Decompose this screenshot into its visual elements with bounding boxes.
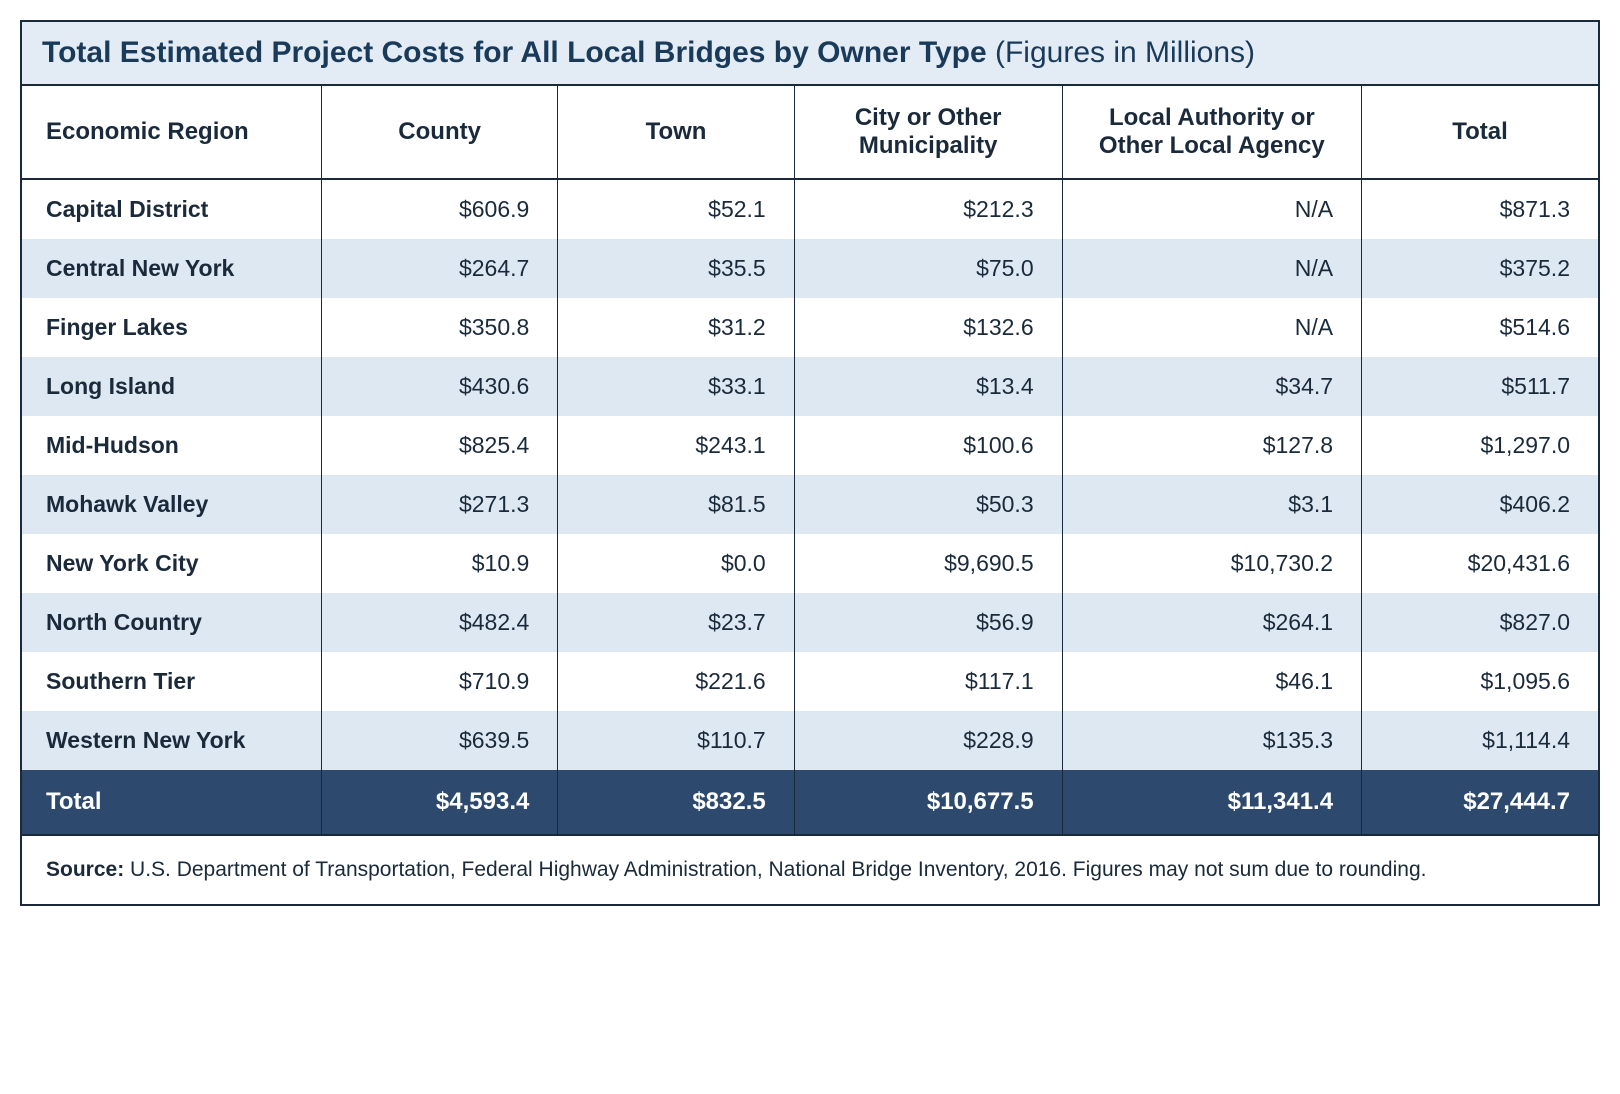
col-header-total: Total <box>1362 86 1598 179</box>
cell-town: $81.5 <box>558 475 794 534</box>
cell-county: $430.6 <box>321 357 557 416</box>
table-row: Southern Tier$710.9$221.6$117.1$46.1$1,0… <box>22 652 1598 711</box>
table-total-row: Total$4,593.4$832.5$10,677.5$11,341.4$27… <box>22 770 1598 834</box>
cell-city: $212.3 <box>794 179 1062 239</box>
cell-city: $9,690.5 <box>794 534 1062 593</box>
table-row: Central New York$264.7$35.5$75.0N/A$375.… <box>22 239 1598 298</box>
table-row: Western New York$639.5$110.7$228.9$135.3… <box>22 711 1598 770</box>
cell-region: New York City <box>22 534 321 593</box>
cell-region: Mid-Hudson <box>22 416 321 475</box>
cell-city: $75.0 <box>794 239 1062 298</box>
source-note: Source: U.S. Department of Transportatio… <box>22 834 1598 904</box>
cell-county: $606.9 <box>321 179 557 239</box>
cell-city: $50.3 <box>794 475 1062 534</box>
title-bold: Total Estimated Project Costs for All Lo… <box>42 36 987 69</box>
table-row: Mid-Hudson$825.4$243.1$100.6$127.8$1,297… <box>22 416 1598 475</box>
table-head: Economic Region County Town City or Othe… <box>22 86 1598 179</box>
cell-authority: N/A <box>1062 298 1361 357</box>
cell-town: $0.0 <box>558 534 794 593</box>
col-header-city: City or Other Municipality <box>794 86 1062 179</box>
cell-total: $827.0 <box>1362 593 1598 652</box>
table-title: Total Estimated Project Costs for All Lo… <box>22 22 1598 86</box>
table-row: Finger Lakes$350.8$31.2$132.6N/A$514.6 <box>22 298 1598 357</box>
cell-town: $31.2 <box>558 298 794 357</box>
total-cell-town: $832.5 <box>558 770 794 834</box>
cell-authority: $264.1 <box>1062 593 1361 652</box>
cell-authority: $3.1 <box>1062 475 1361 534</box>
cell-authority: $127.8 <box>1062 416 1361 475</box>
table-row: New York City$10.9$0.0$9,690.5$10,730.2$… <box>22 534 1598 593</box>
cell-total: $406.2 <box>1362 475 1598 534</box>
cell-region: Central New York <box>22 239 321 298</box>
total-cell-label: Total <box>22 770 321 834</box>
cell-city: $13.4 <box>794 357 1062 416</box>
table-container: Total Estimated Project Costs for All Lo… <box>20 20 1600 906</box>
col-header-region: Economic Region <box>22 86 321 179</box>
cell-town: $243.1 <box>558 416 794 475</box>
cell-county: $825.4 <box>321 416 557 475</box>
cell-county: $350.8 <box>321 298 557 357</box>
title-subtitle: (Figures in Millions) <box>987 36 1255 69</box>
cell-city: $117.1 <box>794 652 1062 711</box>
cell-region: Capital District <box>22 179 321 239</box>
cell-county: $264.7 <box>321 239 557 298</box>
table-row: Capital District$606.9$52.1$212.3N/A$871… <box>22 179 1598 239</box>
cell-town: $221.6 <box>558 652 794 711</box>
cell-authority: $34.7 <box>1062 357 1361 416</box>
cell-region: Southern Tier <box>22 652 321 711</box>
cell-total: $1,297.0 <box>1362 416 1598 475</box>
col-header-town: Town <box>558 86 794 179</box>
cell-city: $56.9 <box>794 593 1062 652</box>
total-cell-authority: $11,341.4 <box>1062 770 1361 834</box>
cell-authority: N/A <box>1062 239 1361 298</box>
table-row: Mohawk Valley$271.3$81.5$50.3$3.1$406.2 <box>22 475 1598 534</box>
table-row: Long Island$430.6$33.1$13.4$34.7$511.7 <box>22 357 1598 416</box>
total-cell-county: $4,593.4 <box>321 770 557 834</box>
cell-town: $33.1 <box>558 357 794 416</box>
cell-total: $514.6 <box>1362 298 1598 357</box>
cell-region: Mohawk Valley <box>22 475 321 534</box>
cell-county: $10.9 <box>321 534 557 593</box>
table-body: Capital District$606.9$52.1$212.3N/A$871… <box>22 179 1598 834</box>
cell-county: $710.9 <box>321 652 557 711</box>
data-table: Economic Region County Town City or Othe… <box>22 86 1598 834</box>
cell-town: $23.7 <box>558 593 794 652</box>
cell-total: $871.3 <box>1362 179 1598 239</box>
col-header-authority: Local Authority or Other Local Agency <box>1062 86 1361 179</box>
cell-region: North Country <box>22 593 321 652</box>
col-header-county: County <box>321 86 557 179</box>
cell-total: $511.7 <box>1362 357 1598 416</box>
cell-authority: N/A <box>1062 179 1361 239</box>
cell-total: $20,431.6 <box>1362 534 1598 593</box>
cell-total: $1,095.6 <box>1362 652 1598 711</box>
cell-total: $1,114.4 <box>1362 711 1598 770</box>
table-row: North Country$482.4$23.7$56.9$264.1$827.… <box>22 593 1598 652</box>
cell-region: Finger Lakes <box>22 298 321 357</box>
source-text: U.S. Department of Transportation, Feder… <box>124 858 1426 881</box>
cell-county: $271.3 <box>321 475 557 534</box>
cell-county: $482.4 <box>321 593 557 652</box>
cell-region: Long Island <box>22 357 321 416</box>
cell-town: $52.1 <box>558 179 794 239</box>
cell-town: $110.7 <box>558 711 794 770</box>
cell-authority: $46.1 <box>1062 652 1361 711</box>
total-cell-total: $27,444.7 <box>1362 770 1598 834</box>
cell-town: $35.5 <box>558 239 794 298</box>
cell-authority: $135.3 <box>1062 711 1361 770</box>
cell-city: $100.6 <box>794 416 1062 475</box>
cell-city: $228.9 <box>794 711 1062 770</box>
cell-total: $375.2 <box>1362 239 1598 298</box>
total-cell-city: $10,677.5 <box>794 770 1062 834</box>
cell-region: Western New York <box>22 711 321 770</box>
cell-authority: $10,730.2 <box>1062 534 1361 593</box>
cell-county: $639.5 <box>321 711 557 770</box>
cell-city: $132.6 <box>794 298 1062 357</box>
source-label: Source: <box>46 858 124 881</box>
